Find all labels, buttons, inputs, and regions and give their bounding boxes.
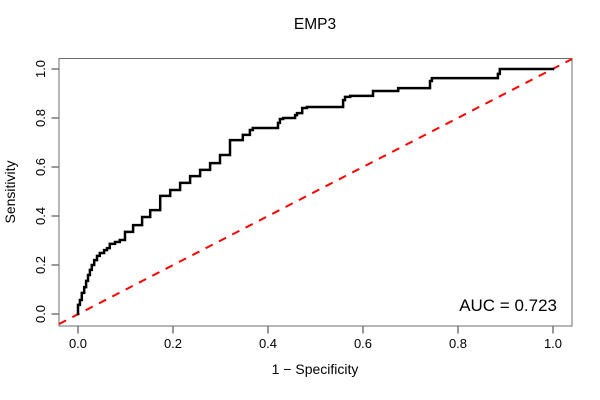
plot-title: EMP3 [294, 16, 336, 33]
x-tick-label: 0.0 [69, 336, 87, 351]
y-axis-label: Sensitivity [2, 160, 18, 223]
x-axis-label: 1 − Specificity [272, 361, 359, 377]
x-tick-label: 0.4 [259, 336, 277, 351]
y-tick-label: 0.0 [33, 305, 48, 323]
y-tick-label: 0.2 [33, 256, 48, 274]
x-tick-label: 1.0 [544, 336, 562, 351]
y-axis: 0.0 0.2 0.4 0.6 0.8 1.0 [33, 60, 59, 323]
x-tick-label: 0.2 [164, 336, 182, 351]
x-tick-label: 0.8 [449, 336, 467, 351]
diagonal-reference-line [58, 58, 573, 325]
x-tick-label: 0.6 [354, 336, 372, 351]
auc-annotation: AUC = 0.723 [459, 296, 557, 315]
y-tick-label: 0.4 [33, 207, 48, 225]
y-tick-label: 0.8 [33, 109, 48, 127]
x-axis: 0.0 0.2 0.4 0.6 0.8 1.0 [69, 326, 562, 351]
y-tick-label: 0.6 [33, 158, 48, 176]
roc-curve [76, 67, 555, 316]
y-tick-label: 1.0 [33, 60, 48, 78]
plot-box [58, 58, 573, 327]
